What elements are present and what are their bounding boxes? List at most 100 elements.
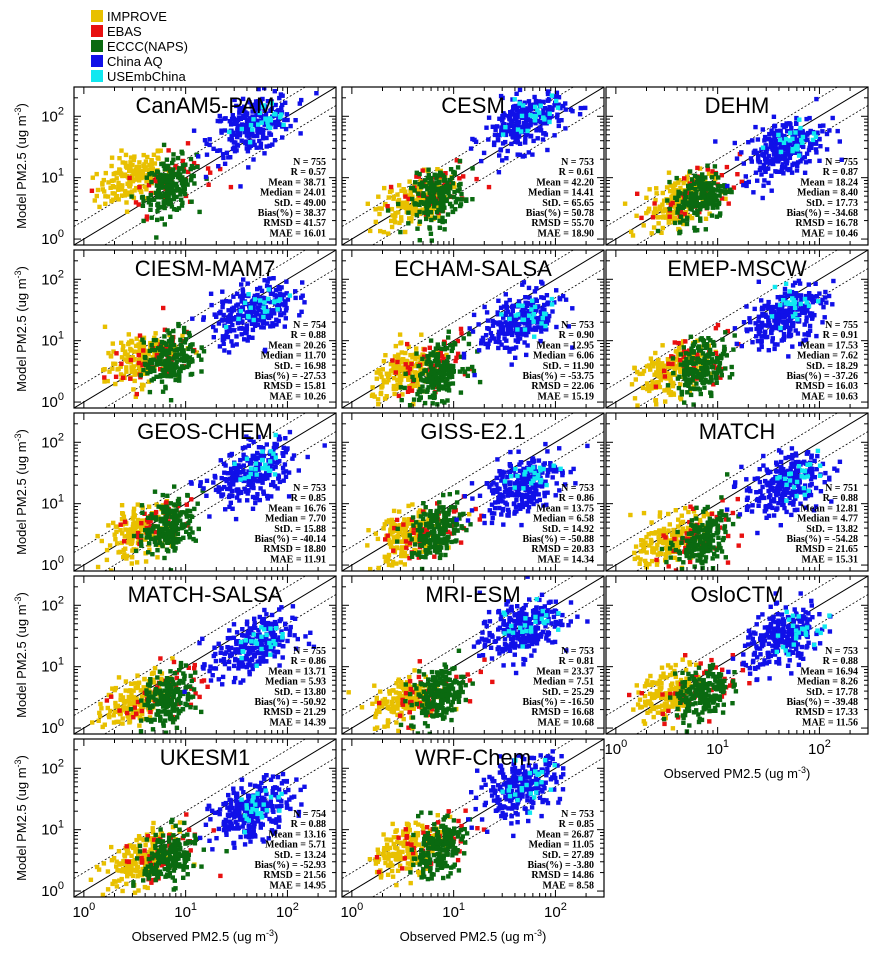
- data-point: [485, 345, 490, 350]
- data-point: [486, 137, 491, 142]
- data-point: [440, 219, 445, 225]
- data-point: [149, 342, 154, 348]
- data-point: [174, 165, 179, 170]
- data-point: [173, 188, 178, 193]
- data-point: [273, 287, 279, 293]
- plot-area: [342, 250, 604, 408]
- data-point: [180, 166, 185, 171]
- data-point: [314, 91, 319, 96]
- data-point: [438, 171, 444, 176]
- data-point: [532, 304, 538, 310]
- data-point: [770, 130, 776, 136]
- data-point: [510, 134, 515, 139]
- data-point: [664, 185, 670, 190]
- data-point: [811, 294, 816, 299]
- data-point: [436, 186, 441, 191]
- data-point: [103, 201, 108, 206]
- data-point: [778, 129, 783, 134]
- data-point: [252, 142, 257, 148]
- data-point: [744, 183, 749, 189]
- data-point: [678, 185, 683, 191]
- data-point: [681, 221, 686, 227]
- data-point: [671, 381, 676, 387]
- data-point: [549, 302, 555, 307]
- data-point: [708, 360, 713, 365]
- data-point: [709, 175, 715, 180]
- data-point: [676, 189, 681, 194]
- data-point: [262, 151, 267, 156]
- data-point: [752, 306, 757, 312]
- data-point: [293, 118, 298, 123]
- data-point: [524, 107, 530, 112]
- data-point: [172, 348, 177, 353]
- data-point: [702, 184, 707, 189]
- data-point: [784, 323, 789, 328]
- data-point: [175, 503, 181, 509]
- data-point: [663, 399, 668, 404]
- data-point: [672, 220, 678, 226]
- data-point: [216, 164, 221, 169]
- data-point: [545, 91, 551, 97]
- data-point: [432, 368, 437, 373]
- data-point: [692, 173, 698, 178]
- data-point: [510, 112, 515, 117]
- data-point: [519, 328, 525, 333]
- data-point: [155, 155, 160, 160]
- data-point: [665, 198, 670, 203]
- data-point: [788, 146, 793, 152]
- data-point: [405, 193, 410, 198]
- data-point: [804, 300, 809, 305]
- data-point: [184, 358, 189, 363]
- data-point: [137, 172, 143, 177]
- data-point: [222, 116, 227, 121]
- data-point: [409, 216, 414, 221]
- data-point: [755, 157, 761, 162]
- data-point: [769, 137, 775, 142]
- data-point: [495, 133, 500, 138]
- data-point: [388, 361, 394, 367]
- data-point: [121, 343, 126, 349]
- stat-line: RMSD = 16.03: [795, 381, 858, 392]
- data-point: [814, 294, 820, 299]
- data-point: [439, 202, 445, 207]
- data-point: [508, 132, 514, 137]
- data-point: [377, 211, 382, 217]
- data-point: [439, 185, 445, 191]
- data-point: [709, 213, 715, 218]
- data-point: [146, 504, 152, 509]
- y-tick-label: 100: [41, 228, 64, 248]
- data-point: [807, 115, 812, 121]
- data-point: [760, 165, 766, 171]
- data-point: [164, 179, 169, 185]
- data-point: [583, 105, 588, 111]
- data-point: [541, 121, 546, 126]
- data-point: [447, 201, 453, 207]
- data-point: [166, 148, 171, 153]
- data-point: [246, 334, 251, 340]
- data-point: [278, 312, 283, 318]
- legend-swatch: [91, 40, 103, 52]
- data-point: [199, 357, 204, 362]
- data-point: [403, 371, 408, 376]
- data-point: [550, 309, 555, 314]
- data-point: [131, 387, 136, 392]
- data-point: [134, 336, 139, 341]
- data-point: [424, 389, 430, 394]
- data-point: [720, 337, 725, 342]
- data-point: [244, 326, 250, 332]
- data-point: [712, 164, 718, 169]
- data-point: [396, 352, 401, 357]
- data-point: [139, 382, 145, 387]
- data-point: [408, 352, 413, 358]
- data-point: [748, 320, 753, 325]
- data-point: [450, 181, 455, 186]
- data-point: [116, 184, 121, 190]
- data-point: [154, 183, 160, 188]
- data-point: [766, 180, 771, 186]
- data-point: [162, 370, 168, 375]
- data-point: [711, 370, 716, 375]
- data-point: [460, 367, 465, 372]
- data-point: [117, 167, 122, 172]
- data-point: [510, 308, 515, 313]
